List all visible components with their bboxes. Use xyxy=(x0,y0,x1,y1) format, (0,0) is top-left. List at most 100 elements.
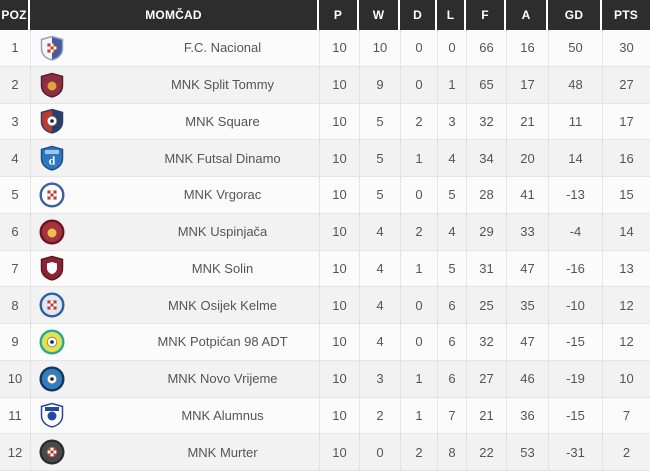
stat-f: 22 xyxy=(466,434,506,470)
team-name: MNK Square xyxy=(185,113,260,129)
team-cell: MNK Osijek Kelme xyxy=(30,287,319,323)
stat-d: 1 xyxy=(400,397,437,434)
potpican-crest-icon xyxy=(39,329,65,355)
stat-l: 4 xyxy=(437,213,466,250)
uspinjaca-crest-icon xyxy=(39,219,65,245)
stat-pts: 10 xyxy=(602,360,650,397)
square-crest-icon xyxy=(39,108,65,135)
table-row: 12 MNK Murter 10 0 2 8 22 53 -31 2 xyxy=(0,434,650,471)
table-row: 8 MNK Osijek Kelme 10 4 0 6 25 35 -10 12 xyxy=(0,287,650,324)
stat-gd: -31 xyxy=(548,434,602,470)
stat-gd: 14 xyxy=(548,140,602,176)
table-body: 1 F.C. Nacional 10 10 0 0 66 16 50 30 2 … xyxy=(0,30,650,471)
team-name: MNK Potpićan 98 ADT xyxy=(157,334,288,350)
stat-f: 21 xyxy=(466,397,506,434)
stat-l: 5 xyxy=(437,177,466,213)
team-name: MNK Vrgorac xyxy=(183,187,262,203)
stat-p: 10 xyxy=(319,213,359,250)
stat-w: 4 xyxy=(359,250,400,287)
stat-a: 33 xyxy=(506,213,548,250)
stat-pts: 14 xyxy=(602,213,650,250)
stat-f: 29 xyxy=(466,213,506,250)
stat-w: 2 xyxy=(359,397,400,434)
header-f: F xyxy=(466,0,506,30)
stat-gd: -10 xyxy=(548,287,602,323)
stat-w: 4 xyxy=(359,213,400,250)
header-a: A xyxy=(506,0,548,30)
stat-p: 10 xyxy=(319,177,359,213)
header-pts: PTS xyxy=(614,8,638,22)
position-cell: 6 xyxy=(11,224,19,240)
stat-d: 0 xyxy=(400,66,437,103)
position-cell: 3 xyxy=(11,113,19,129)
stat-a: 47 xyxy=(506,324,548,360)
stat-p: 10 xyxy=(319,360,359,397)
position-cell: 2 xyxy=(11,77,19,93)
team-cell: MNK Alumnus xyxy=(30,397,319,434)
stat-a: 41 xyxy=(506,177,548,213)
position-cell: 4 xyxy=(11,150,19,166)
stat-f: 34 xyxy=(466,140,506,176)
stat-w: 5 xyxy=(359,103,400,140)
stat-pts: 30 xyxy=(602,30,650,66)
stat-gd: 50 xyxy=(548,30,602,66)
table-row: 5 MNK Vrgorac 10 5 0 5 28 41 -13 15 xyxy=(0,177,650,214)
futsal-dinamo-crest-icon: d xyxy=(39,145,65,171)
table-row: 7 MNK Solin 10 4 1 5 31 47 -16 13 xyxy=(0,250,650,288)
header-momcad: MOMČAD xyxy=(30,0,319,30)
stat-w: 4 xyxy=(359,324,400,360)
table-row: 11 MNK Alumnus 10 2 1 7 21 36 -15 7 xyxy=(0,397,650,435)
vrgorac-crest-icon xyxy=(39,182,65,208)
stat-p: 10 xyxy=(319,66,359,103)
team-cell: MNK Murter xyxy=(30,434,319,470)
stat-f: 27 xyxy=(466,360,506,397)
team-cell: d MNK Futsal Dinamo xyxy=(30,140,319,176)
stat-f: 31 xyxy=(466,250,506,287)
stat-d: 2 xyxy=(400,103,437,140)
stat-pts: 2 xyxy=(602,434,650,470)
team-name: MNK Futsal Dinamo xyxy=(164,150,281,166)
novo-vrijeme-crest-icon xyxy=(39,366,65,392)
table-row: 9 MNK Potpićan 98 ADT 10 4 0 6 32 47 -15… xyxy=(0,324,650,361)
stat-l: 5 xyxy=(437,250,466,287)
stat-p: 10 xyxy=(319,250,359,287)
stat-f: 25 xyxy=(466,287,506,323)
solin-crest-icon xyxy=(39,255,65,282)
team-name: MNK Novo Vrijeme xyxy=(167,371,278,387)
position-cell: 7 xyxy=(11,260,19,276)
stat-d: 0 xyxy=(400,177,437,213)
team-cell: MNK Solin xyxy=(30,250,319,287)
stat-w: 5 xyxy=(359,140,400,176)
stat-l: 0 xyxy=(437,30,466,66)
team-cell: MNK Uspinjača xyxy=(30,213,319,250)
stat-l: 4 xyxy=(437,140,466,176)
table-row: 4 d MNK Futsal Dinamo 10 5 1 4 34 20 14 … xyxy=(0,140,650,177)
stat-f: 32 xyxy=(466,103,506,140)
header-gd: GD xyxy=(548,0,602,30)
stat-a: 17 xyxy=(506,66,548,103)
stat-a: 21 xyxy=(506,103,548,140)
stat-a: 20 xyxy=(506,140,548,176)
fc-nacional-crest-icon xyxy=(39,35,65,61)
stat-p: 10 xyxy=(319,30,359,66)
stat-d: 1 xyxy=(400,140,437,176)
stat-f: 28 xyxy=(466,177,506,213)
stat-gd: -4 xyxy=(548,213,602,250)
stat-d: 2 xyxy=(400,434,437,470)
stat-l: 6 xyxy=(437,324,466,360)
stat-p: 10 xyxy=(319,103,359,140)
stat-a: 53 xyxy=(506,434,548,470)
table-header: POZ MOMČAD P W D L F A GD PTS xyxy=(0,0,650,30)
table-row: 10 MNK Novo Vrijeme 10 3 1 6 27 46 -19 1… xyxy=(0,360,650,398)
table-row: 1 F.C. Nacional 10 10 0 0 66 16 50 30 xyxy=(0,30,650,67)
stat-f: 66 xyxy=(466,30,506,66)
team-cell: MNK Split Tommy xyxy=(30,66,319,103)
position-cell: 11 xyxy=(8,407,22,423)
stat-gd: -16 xyxy=(548,250,602,287)
stat-p: 10 xyxy=(319,324,359,360)
stat-pts: 13 xyxy=(602,250,650,287)
stat-d: 0 xyxy=(400,287,437,323)
team-name: MNK Split Tommy xyxy=(170,77,275,93)
position-cell: 12 xyxy=(7,444,23,460)
stat-gd: 48 xyxy=(548,66,602,103)
